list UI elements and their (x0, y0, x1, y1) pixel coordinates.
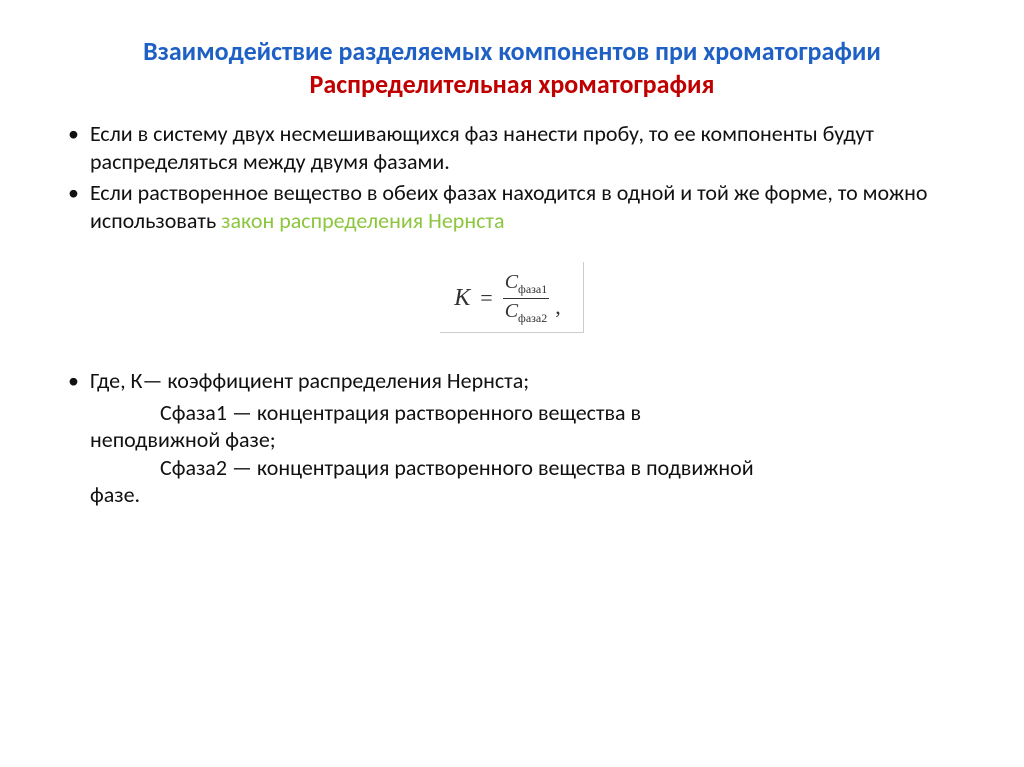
definition-line: Сфаза2 — концентрация растворенного веще… (60, 454, 964, 482)
bullet-item: Если растворенное вещество в обеих фазах… (60, 179, 964, 234)
definition-line: фазе. (60, 481, 964, 509)
den-sub: фаза2 (518, 311, 547, 325)
definition-line: Сфаза1 — концентрация растворенного веще… (60, 399, 964, 427)
formula-comma: , (555, 294, 561, 320)
slide-title: Взаимодействие разделяемых компонентов п… (60, 35, 964, 100)
num-sub: фаза1 (518, 282, 547, 296)
formula-equals: = (480, 285, 492, 311)
definition-line: неподвижной фазе; (60, 426, 964, 454)
formula-fraction: Cфаза1 Cфаза2 (503, 272, 550, 324)
bullet-item: Если в систему двух несмешивающихся фаз … (60, 120, 964, 175)
bullet-text: Если в систему двух несмешивающихся фаз … (90, 120, 874, 175)
formula-inner: K = Cфаза1 Cфаза2 , (454, 272, 560, 324)
bullet-item: Где, К— коэффициент распределения Нернст… (60, 367, 964, 395)
den-base: C (505, 300, 518, 322)
bullet-list-bottom: Где, К— коэффициент распределения Нернст… (60, 367, 964, 395)
slide-container: Взаимодействие разделяемых компонентов п… (0, 0, 1024, 549)
bullet-list-top: Если в систему двух несмешивающихся фаз … (60, 120, 964, 234)
definition-lead: Где, К— коэффициент распределения Нернст… (90, 367, 529, 394)
title-line-2: Распределительная хроматография (310, 68, 715, 100)
formula-k: K (454, 285, 470, 312)
formula-container: K = Cфаза1 Cфаза2 , (60, 262, 964, 333)
bullet-prefix: Если растворенное вещество в обеих фазах… (90, 179, 927, 234)
bullet-highlight: закон распределения Нернста (221, 207, 504, 234)
fraction-numerator: Cфаза1 (503, 272, 550, 296)
formula-box: K = Cфаза1 Cфаза2 , (440, 262, 583, 333)
fraction-bar (503, 298, 550, 299)
title-line-1: Взаимодействие разделяемых компонентов п… (143, 35, 881, 67)
fraction-denominator: Cфаза2 (503, 301, 550, 325)
num-base: C (505, 271, 518, 293)
